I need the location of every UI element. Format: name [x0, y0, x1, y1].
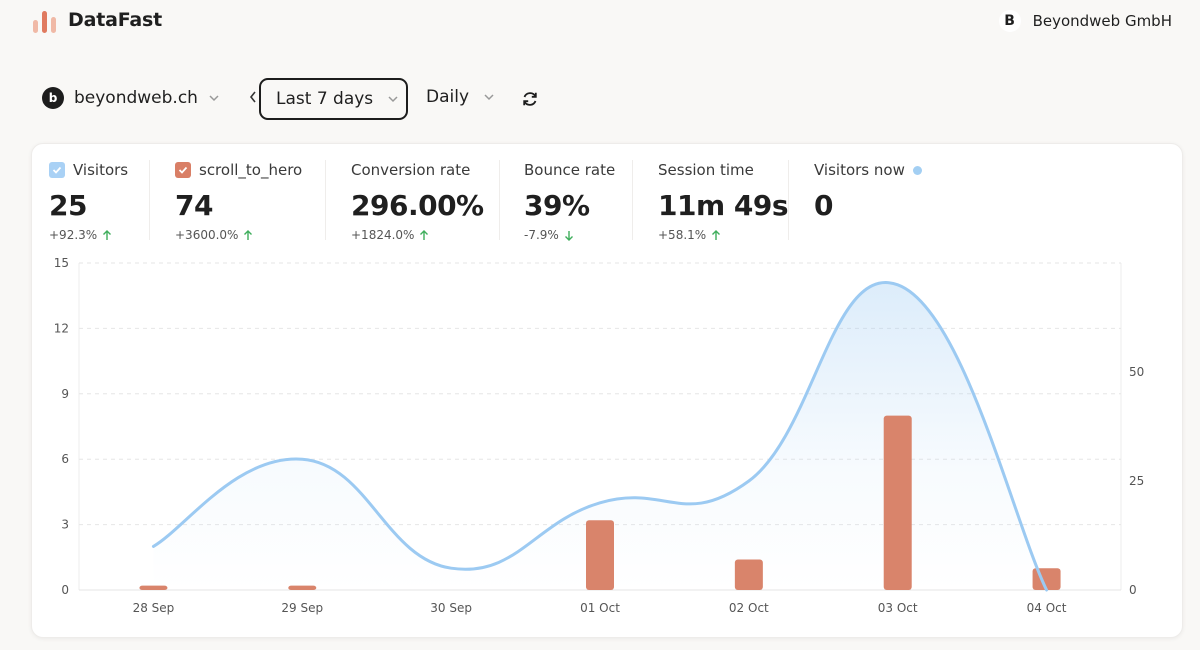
stat-bounce-rate[interactable]: Bounce rate 39% -7.9%	[524, 161, 615, 242]
bar-scroll-to-hero	[586, 520, 614, 590]
brand-name: DataFast	[68, 9, 162, 31]
stat-visitors-now[interactable]: Visitors now 0	[814, 161, 922, 222]
org-avatar: B	[998, 10, 1021, 32]
granularity-selector[interactable]: Daily	[426, 87, 495, 107]
visitors-checkbox[interactable]	[49, 162, 65, 178]
stat-value: 74	[175, 189, 213, 222]
previous-period-icon[interactable]	[248, 89, 258, 105]
x-axis-tick-label: 02 Oct	[729, 601, 769, 615]
left-axis-tick-label: 3	[61, 518, 69, 532]
stat-delta: +92.3%	[49, 228, 98, 242]
stat-value: 296.00%	[351, 189, 484, 222]
date-range-label: Last 7 days	[276, 89, 374, 109]
stat-label: Session time	[658, 161, 754, 179]
stat-scroll-to-hero[interactable]: scroll_to_hero 74 +3600.0%	[175, 161, 302, 242]
stat-session-time[interactable]: Session time 11m 49s +58.1%	[658, 161, 789, 242]
stat-delta: -7.9%	[524, 228, 559, 242]
divider	[325, 160, 326, 240]
datafast-logo-icon	[33, 11, 56, 33]
date-range-selector[interactable]: Last 7 days	[259, 78, 408, 120]
live-indicator-icon	[912, 165, 922, 175]
x-axis-tick-label: 28 Sep	[133, 601, 175, 615]
bar-scroll-to-hero	[883, 415, 912, 590]
divider	[499, 160, 500, 240]
left-axis-tick-label: 9	[61, 387, 69, 401]
arrow-up-icon	[420, 229, 429, 240]
stat-label: scroll_to_hero	[199, 161, 303, 179]
stat-value: 11m 49s	[658, 189, 789, 222]
stat-delta: +1824.0%	[351, 228, 415, 242]
arrow-down-icon	[564, 230, 573, 241]
arrow-up-icon	[712, 229, 721, 240]
chevron-down-icon	[209, 95, 219, 102]
stat-visitors[interactable]: Visitors 25 +92.3%	[49, 161, 128, 242]
stat-label: Bounce rate	[524, 161, 616, 179]
visitors-line	[151, 281, 1049, 592]
x-axis-tick-label: 30 Sep	[430, 601, 472, 615]
stat-label: Conversion rate	[351, 161, 471, 179]
top-bar: DataFast B Beyondweb GmbH	[0, 0, 1200, 44]
org-switcher[interactable]: B Beyondweb GmbH	[998, 10, 1172, 32]
refresh-icon[interactable]	[520, 89, 540, 109]
arrow-up-icon	[244, 229, 253, 240]
site-name: beyondweb.ch	[74, 88, 198, 108]
arrow-up-icon	[103, 229, 112, 240]
check-icon	[52, 166, 62, 174]
stat-delta: +3600.0%	[175, 228, 239, 242]
divider	[788, 160, 789, 240]
stat-value: 39%	[524, 189, 590, 222]
stat-value: 0	[814, 189, 833, 222]
stat-delta: +58.1%	[658, 228, 707, 242]
bar-scroll-to-hero	[734, 559, 763, 590]
right-axis-tick-label: 0	[1129, 583, 1137, 597]
site-avatar: b	[42, 87, 64, 109]
chevron-down-icon	[388, 96, 398, 103]
stat-label: Visitors	[73, 161, 129, 179]
filters-bar: b beyondweb.ch Last 7 days Daily	[42, 78, 1162, 120]
x-axis-tick-label: 04 Oct	[1027, 601, 1067, 615]
visitors-chart: 0 3 6 9 12 15 0 25 50 28 Sep 29 Sep 30 Sep 01 Oct 0…	[54, 256, 1145, 615]
goal-checkbox[interactable]	[175, 162, 191, 178]
granularity-label: Daily	[426, 87, 470, 107]
stat-value: 25	[49, 189, 87, 222]
left-axis-tick-label: 12	[54, 321, 69, 335]
stat-conversion-rate[interactable]: Conversion rate 296.00% +1824.0%	[351, 161, 484, 242]
org-name: Beyondweb GmbH	[1032, 12, 1172, 30]
right-axis-tick-label: 25	[1129, 474, 1144, 488]
x-axis-tick-label: 03 Oct	[878, 601, 918, 615]
right-axis-tick-label: 50	[1129, 365, 1144, 379]
chevron-down-icon	[484, 94, 494, 101]
left-axis-tick-label: 6	[61, 452, 69, 466]
bar-scroll-to-hero	[139, 585, 168, 590]
analytics-card: Visitors 25 +92.3% scroll_to_hero 74 +36…	[31, 143, 1183, 638]
left-axis-tick-label: 0	[61, 583, 69, 597]
divider	[149, 160, 150, 240]
site-selector[interactable]: b beyondweb.ch	[42, 87, 220, 109]
left-axis-tick-label: 15	[54, 256, 69, 270]
x-axis-tick-label: 01 Oct	[580, 601, 620, 615]
bar-scroll-to-hero	[288, 585, 317, 590]
check-icon	[178, 166, 188, 174]
stat-label: Visitors now	[814, 161, 905, 179]
divider	[632, 160, 633, 240]
x-axis-tick-label: 29 Sep	[281, 601, 323, 615]
